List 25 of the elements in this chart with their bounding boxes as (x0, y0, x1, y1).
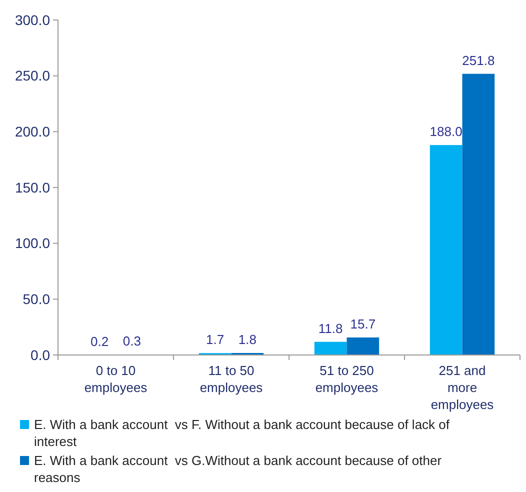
y-tick-label: 0.0 (30, 346, 50, 363)
y-tick-label: 200.0 (14, 124, 50, 140)
x-tick-label: 11 to 50 employees (200, 363, 264, 395)
y-tick-label: 100.0 (14, 235, 50, 252)
x-tick-label: 251 and more employees (430, 363, 494, 412)
bar (314, 342, 347, 355)
data-label: 11.8 (318, 320, 343, 336)
bar (430, 145, 462, 355)
data-label: 0.3 (122, 334, 141, 349)
data-label: 15.7 (350, 316, 376, 332)
y-tick-label: 300.0 (14, 12, 50, 28)
legend-label: E. With a bank account vs G.Without a bank account because of other reasons (34, 453, 442, 485)
legend-label: E. With a bank account vs F. Without a bank account because of lack of interest (34, 417, 450, 449)
data-label: 1.8 (238, 332, 256, 347)
data-label: 251.8 (462, 52, 495, 68)
x-tick-label: 0 to 10 employees (84, 363, 148, 395)
y-tick-label: 50.0 (22, 291, 50, 308)
x-tick-label: 51 to 250 employees (315, 363, 379, 395)
data-label: 1.7 (206, 332, 224, 348)
y-tick-label: 250.0 (14, 68, 50, 84)
data-label: 0.2 (90, 334, 109, 349)
bar (346, 337, 380, 355)
bar (462, 74, 495, 355)
y-tick-label: 150.0 (14, 179, 50, 196)
data-label: 188.0 (430, 124, 462, 140)
